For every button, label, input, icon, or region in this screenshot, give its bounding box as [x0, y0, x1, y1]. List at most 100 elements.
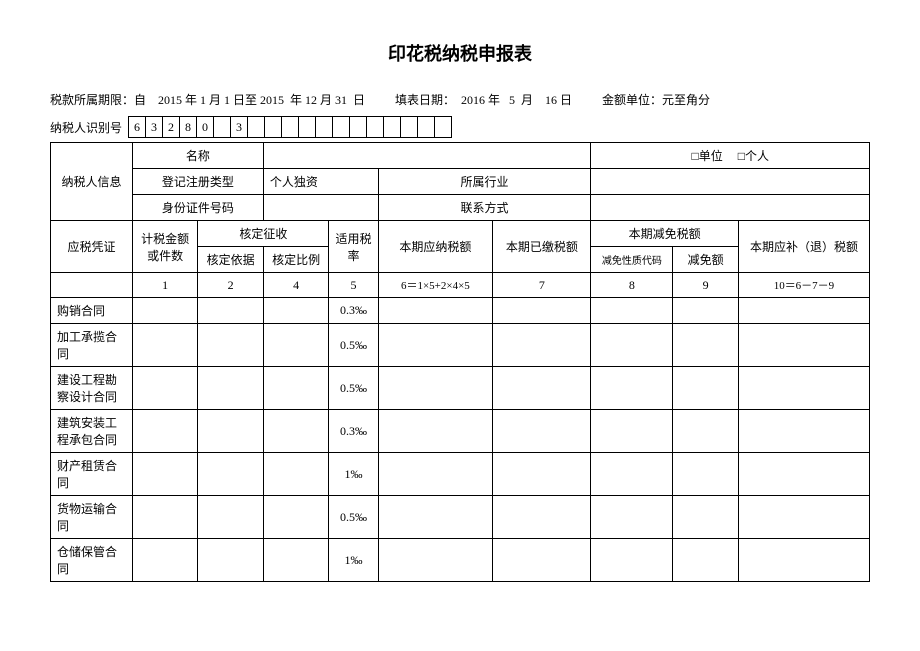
iddoc-value: [263, 195, 378, 221]
table-cell: [378, 539, 493, 582]
id-cell: [401, 117, 418, 137]
table-cell: [673, 298, 739, 324]
table-cell: [673, 453, 739, 496]
table-cell: [493, 496, 591, 539]
table-cell: [198, 367, 264, 410]
id-cell: [333, 117, 350, 137]
colnum-5: 5: [329, 273, 378, 298]
table-cell: [378, 298, 493, 324]
reduce-code-header: 减免性质代码: [591, 247, 673, 273]
payable-header: 本期应纳税额: [378, 221, 493, 273]
table-row: 仓储保管合同 1‰: [51, 539, 870, 582]
table-cell: [591, 539, 673, 582]
table-cell: [591, 496, 673, 539]
industry-label: 所属行业: [378, 169, 591, 195]
amount-unit: 金额单位：元至角分: [602, 91, 710, 108]
table-cell: [132, 410, 198, 453]
table-cell: [132, 298, 198, 324]
entity-person: □个人: [738, 149, 769, 163]
table-cell: [493, 453, 591, 496]
table-row: 货物运输合同 0.5‰: [51, 496, 870, 539]
table-cell: 仓储保管合同: [51, 539, 133, 582]
table-cell: [493, 410, 591, 453]
id-cell: 2: [163, 117, 180, 137]
table-cell: 货物运输合同: [51, 496, 133, 539]
rate-header: 适用税率: [329, 221, 378, 273]
table-cell: [378, 496, 493, 539]
table-row: 加工承揽合同 0.5‰: [51, 324, 870, 367]
table-row: 建设工程勘察设计合同 0.5‰: [51, 367, 870, 410]
id-cell: [350, 117, 367, 137]
taxpayer-id-line: 纳税人识别号 632803: [50, 116, 870, 138]
table-cell: 0.3‰: [329, 298, 378, 324]
assessed-header: 核定征收: [198, 221, 329, 247]
industry-value: [591, 169, 870, 195]
table-cell: [263, 324, 329, 367]
paid-header: 本期已缴税额: [493, 221, 591, 273]
id-cell: [282, 117, 299, 137]
table-cell: 0.5‰: [329, 496, 378, 539]
id-cell: 6: [129, 117, 146, 137]
table-cell: [198, 453, 264, 496]
table-cell: [738, 453, 869, 496]
table-cell: [738, 298, 869, 324]
colnum-blank: [51, 273, 133, 298]
table-cell: 0.5‰: [329, 324, 378, 367]
table-cell: 1‰: [329, 539, 378, 582]
id-cell: [435, 117, 451, 137]
taxbase-header: 计税金额或件数: [132, 221, 198, 273]
reduced-header: 本期减免税额: [591, 221, 738, 247]
table-cell: [378, 410, 493, 453]
reduce-amt-header: 减免额: [673, 247, 739, 273]
colnum-2: 2: [198, 273, 264, 298]
colnum-6: 6＝1×5+2×4×5: [378, 273, 493, 298]
table-cell: [378, 453, 493, 496]
entity-unit: □单位: [691, 149, 722, 163]
id-cell: [299, 117, 316, 137]
page-title: 印花税纳税申报表: [50, 40, 870, 66]
table-cell: 加工承揽合同: [51, 324, 133, 367]
colnum-7: 7: [493, 273, 591, 298]
name-label: 名称: [132, 143, 263, 169]
contact-value: [591, 195, 870, 221]
table-cell: [132, 324, 198, 367]
colnum-1: 1: [132, 273, 198, 298]
name-value: [263, 143, 591, 169]
table-cell: [198, 410, 264, 453]
id-cell: [418, 117, 435, 137]
table-cell: [738, 324, 869, 367]
taxpayer-info-label: 纳税人信息: [51, 143, 133, 221]
refund-header: 本期应补（退）税额: [738, 221, 869, 273]
table-cell: [591, 324, 673, 367]
table-cell: [263, 539, 329, 582]
table-cell: [198, 298, 264, 324]
table-cell: [673, 324, 739, 367]
fill-date: 填表日期： 2016 年 5 月 16 日: [395, 91, 572, 108]
id-cell: 8: [180, 117, 197, 137]
table-cell: [198, 496, 264, 539]
table-cell: [198, 324, 264, 367]
id-cell: [316, 117, 333, 137]
regtype-label: 登记注册类型: [132, 169, 263, 195]
table-cell: [673, 496, 739, 539]
table-cell: [493, 324, 591, 367]
table-cell: 0.5‰: [329, 367, 378, 410]
table-cell: [591, 453, 673, 496]
table-cell: [378, 324, 493, 367]
table-cell: [738, 496, 869, 539]
table-cell: [591, 298, 673, 324]
table-cell: [132, 453, 198, 496]
table-cell: [493, 367, 591, 410]
table-cell: [263, 453, 329, 496]
voucher-header: 应税凭证: [51, 221, 133, 273]
declaration-table: 纳税人信息 名称 □单位 □个人 登记注册类型 个人独资 所属行业 身份证件号码…: [50, 142, 870, 582]
table-cell: [198, 539, 264, 582]
tax-period: 税款所属期限：自 2015 年 1 月 1 日至 2015 年 12 月 31 …: [50, 91, 365, 108]
table-cell: [738, 367, 869, 410]
table-row: 财产租赁合同1‰: [51, 453, 870, 496]
assess-basis-header: 核定依据: [198, 247, 264, 273]
meta-line: 税款所属期限：自 2015 年 1 月 1 日至 2015 年 12 月 31 …: [50, 91, 870, 108]
table-cell: [673, 539, 739, 582]
id-cell: [384, 117, 401, 137]
table-cell: 建设工程勘察设计合同: [51, 367, 133, 410]
